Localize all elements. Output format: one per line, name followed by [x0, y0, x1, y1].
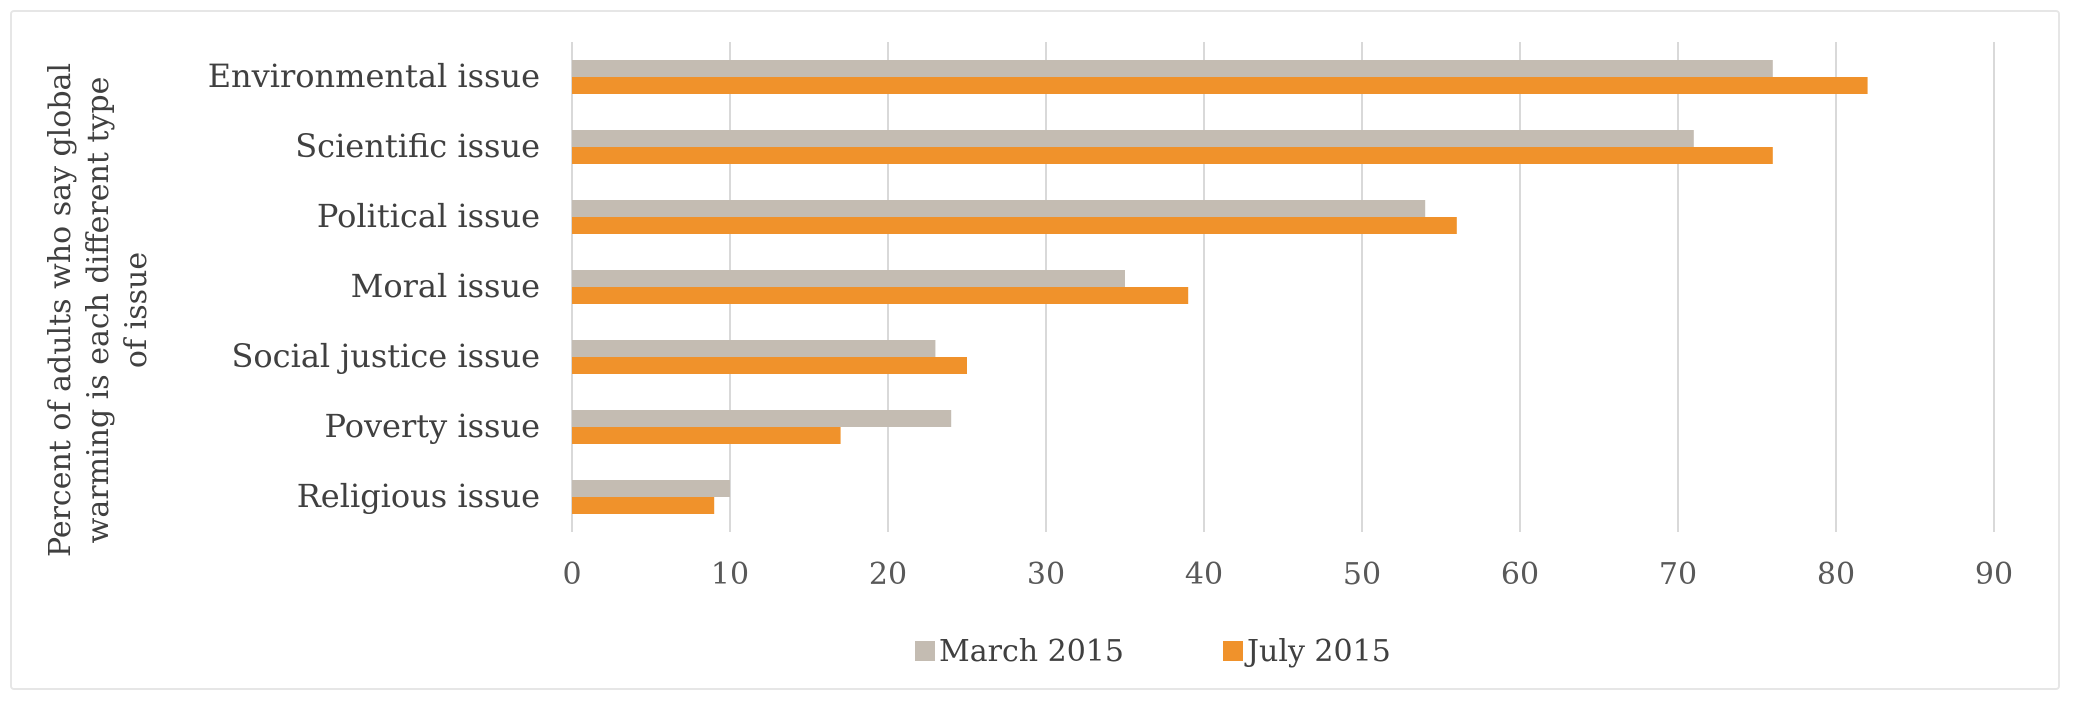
x-tick-label: 0 — [562, 557, 581, 592]
category-label: Moral issue — [351, 267, 540, 305]
bar-march-2015 — [572, 200, 1426, 217]
bar-july-2015 — [572, 77, 1868, 94]
x-tick-label: 80 — [1817, 557, 1855, 592]
category-label: Political issue — [317, 197, 540, 235]
category-label: Social justice issue — [231, 337, 540, 375]
chart-frame — [10, 10, 2060, 690]
x-tick-label: 90 — [1975, 557, 2013, 592]
category-labels: Environmental issue Scientific issue Polit… — [208, 57, 540, 515]
y-axis-title: Percent of adults who say global warming… — [43, 63, 154, 557]
bar-march-2015 — [572, 60, 1773, 77]
x-tick-label: 50 — [1343, 557, 1381, 592]
bar-march-2015 — [572, 480, 730, 497]
bar-july-2015 — [572, 427, 841, 444]
value-axis: 0 10 20 30 40 50 60 70 80 90 — [562, 557, 2013, 592]
bar-march-2015 — [572, 410, 952, 427]
y-axis-title-line-3: of issue — [119, 252, 154, 368]
bar-july-2015 — [572, 217, 1457, 234]
category-label: Scientific issue — [295, 127, 540, 165]
legend-label: March 2015 — [939, 634, 1124, 669]
x-tick-label: 30 — [1027, 557, 1065, 592]
bar-march-2015 — [572, 340, 936, 357]
x-tick-label: 70 — [1659, 557, 1697, 592]
bars — [572, 60, 1868, 514]
bar-july-2015 — [572, 287, 1189, 304]
category-label: Poverty issue — [324, 407, 540, 445]
x-tick-label: 20 — [869, 557, 907, 592]
category-label: Religious issue — [297, 477, 540, 515]
bar-july-2015 — [572, 497, 715, 514]
bar-july-2015 — [572, 357, 967, 374]
y-axis-title-line-1: Percent of adults who say global — [43, 63, 78, 557]
legend: March 2015 July 2015 — [915, 634, 1391, 669]
gridlines — [571, 42, 1995, 532]
legend-swatch — [1223, 641, 1243, 661]
legend-label: July 2015 — [1244, 634, 1391, 669]
legend-swatch — [915, 641, 935, 661]
bar-july-2015 — [572, 147, 1773, 164]
x-tick-label: 40 — [1185, 557, 1223, 592]
bar-march-2015 — [572, 130, 1694, 147]
x-tick-label: 10 — [711, 557, 749, 592]
y-axis-title-line-2: warming is each different type — [81, 77, 116, 544]
category-label: Environmental issue — [208, 57, 540, 95]
x-tick-label: 60 — [1501, 557, 1539, 592]
bar-march-2015 — [572, 270, 1125, 287]
